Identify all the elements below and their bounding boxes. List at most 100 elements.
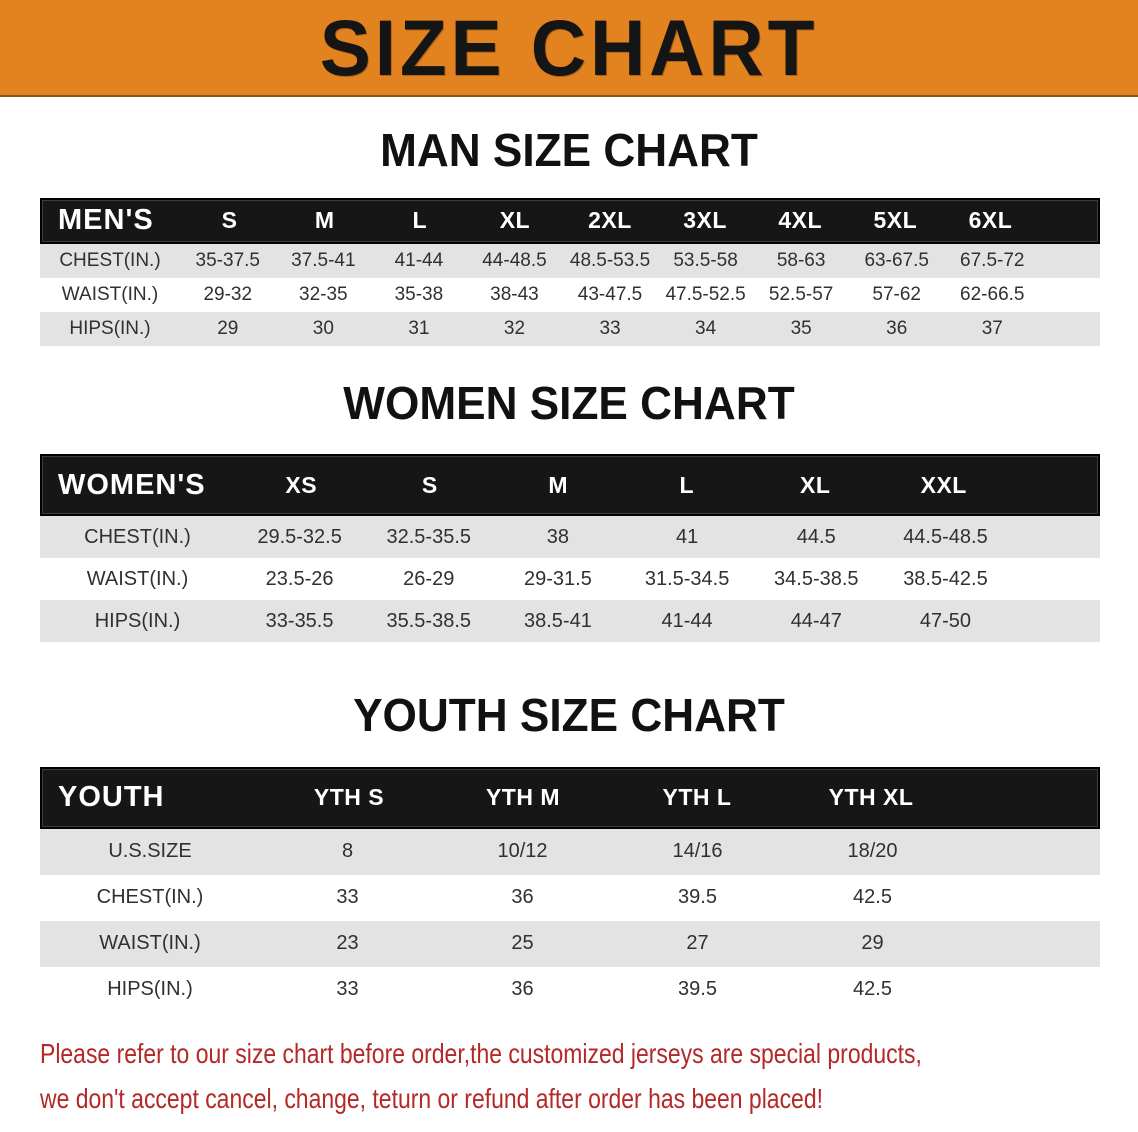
size-value: 58-63	[776, 249, 826, 271]
youth-size-table: YOUTH YTH S YTH M YTH L YTH XL U.S.SIZE 8 10/12…	[40, 766, 1100, 1013]
size-column-header: S	[221, 207, 238, 234]
size-value: 35.5-38.5	[386, 609, 472, 632]
table-corner-label: WOMEN'S	[58, 468, 206, 501]
size-value: 63-67.5	[864, 249, 929, 271]
youth-size-section: YOUTH SIZE CHART YOUTH YTH S YTH M YTH L YTH…	[0, 690, 1138, 1013]
size-column-header: YTH S	[313, 784, 385, 811]
size-value: 33-35.5	[265, 609, 334, 632]
size-value: 44-48.5	[482, 249, 547, 271]
size-value: 34.5-38.5	[774, 567, 859, 590]
size-value: 36	[886, 317, 908, 339]
measurement-row: WAIST(IN.) 23.5-26 26-29 29-31.5 31.5-34.5 34…	[40, 558, 1100, 600]
size-value: 62-66.5	[960, 283, 1025, 305]
size-value: 44-47	[790, 609, 842, 632]
table-header-row: WOMEN'S XS S M L XL XXL	[40, 454, 1100, 517]
row-label: WAIST(IN.)	[99, 932, 201, 955]
size-column-header: YTH M	[485, 784, 561, 811]
size-value: 10/12	[497, 840, 548, 863]
measurement-row: HIPS(IN.) 33 36 39.5 42.5	[40, 967, 1100, 1013]
size-value: 8	[341, 840, 354, 863]
size-value: 18/20	[847, 840, 898, 863]
row-label: WAIST(IN.)	[86, 567, 189, 590]
size-value: 30	[312, 317, 334, 339]
row-label: CHEST(IN.)	[96, 886, 204, 909]
men-size-section: MAN SIZE CHART MEN'S S M L XL 2XL 3XL 4XL 5XL 6XL…	[0, 125, 1138, 346]
size-value: 33	[336, 886, 359, 909]
size-value: 34	[695, 317, 717, 339]
row-label: HIPS(IN.)	[107, 978, 193, 1001]
size-value: 14/16	[672, 840, 723, 863]
size-column-header: 5XL	[873, 207, 918, 234]
men-size-table: MEN'S S M L XL 2XL 3XL 4XL 5XL 6XL CHEST(IN.) 35-37…	[40, 197, 1100, 346]
size-value: 32-35	[299, 283, 348, 305]
size-value: 41-44	[661, 609, 713, 632]
size-value: 38.5-42.5	[903, 567, 988, 590]
size-column-header: XL	[499, 207, 531, 234]
disclaimer-line-1: Please refer to our size chart before or…	[40, 1037, 922, 1069]
size-column-header: S	[421, 471, 438, 498]
size-value: 31	[408, 317, 430, 339]
size-value: 44.5-48.5	[903, 525, 988, 548]
size-value: 38	[546, 525, 570, 548]
size-value: 29.5-32.5	[257, 525, 342, 548]
youth-section-heading: YOUTH SIZE CHART	[353, 689, 785, 742]
size-value: 35-37.5	[195, 249, 260, 271]
size-value: 29-32	[203, 283, 253, 305]
size-value: 42.5	[853, 886, 892, 909]
size-value: 39.5	[678, 978, 717, 1001]
women-size-table: WOMEN'S XS S M L XL XXL CHEST(IN.) 29.5-32.5 32.5…	[40, 454, 1100, 643]
size-value: 67.5-72	[960, 249, 1025, 271]
size-value: 29	[861, 932, 884, 955]
size-value: 32.5-35.5	[386, 525, 472, 548]
size-value: 37	[981, 317, 1003, 339]
size-value: 29	[217, 317, 239, 339]
size-column-header: L	[412, 207, 428, 234]
size-column-header: 4XL	[778, 207, 823, 234]
banner-title: SIZE CHART	[319, 2, 819, 92]
disclaimer-line-2: we don't accept cancel, change, teturn o…	[40, 1082, 823, 1114]
table-corner-label: YOUTH	[58, 781, 165, 814]
table-corner-label: MEN'S	[58, 204, 154, 237]
size-column-header: 3XL	[683, 207, 727, 234]
measurement-row: HIPS(IN.) 29 30 31 32 33 34 35 36 37	[40, 311, 1100, 346]
size-value: 42.5	[853, 978, 892, 1001]
measurement-row: CHEST(IN.) 33 36 39.5 42.5	[40, 875, 1100, 921]
measurement-row: WAIST(IN.) 29-32 32-35 35-38 38-43 43-47.5 47.…	[40, 278, 1100, 312]
size-column-header: XL	[800, 471, 831, 498]
size-value: 27	[686, 932, 709, 955]
size-value: 47.5-52.5	[665, 283, 746, 305]
size-value: 32	[503, 317, 526, 339]
size-value: 23	[336, 932, 359, 955]
size-value: 53.5-58	[673, 249, 738, 271]
row-label: U.S.SIZE	[108, 840, 192, 863]
size-value: 23.5-26	[265, 567, 334, 590]
size-value: 41-44	[394, 249, 444, 271]
measurement-row: CHEST(IN.) 29.5-32.5 32.5-35.5 38 41 44.5 44.5…	[40, 516, 1100, 559]
size-value: 47-50	[919, 609, 972, 632]
size-column-header: L	[679, 471, 695, 498]
row-label: WAIST(IN.)	[61, 283, 159, 305]
measurement-row: WAIST(IN.) 23 25 27 29	[40, 920, 1100, 967]
size-value: 48.5-53.5	[569, 249, 651, 271]
size-column-header: XXL	[920, 471, 967, 498]
row-label: CHEST(IN.)	[59, 249, 161, 271]
size-value: 43-47.5	[577, 283, 643, 305]
size-value: 36	[511, 978, 534, 1001]
size-column-header: 2XL	[588, 207, 632, 234]
size-column-header: M	[548, 471, 569, 498]
row-label: CHEST(IN.)	[84, 525, 191, 548]
size-value: 33	[599, 317, 621, 339]
table-header-row: MEN'S S M L XL 2XL 3XL 4XL 5XL 6XL	[40, 197, 1100, 244]
size-value: 37.5-41	[291, 249, 356, 271]
size-value: 36	[511, 886, 534, 909]
row-label: HIPS(IN.)	[94, 609, 181, 632]
size-value: 38-43	[490, 283, 539, 305]
size-value: 52.5-57	[768, 283, 834, 305]
size-chart-banner: SIZE CHART	[0, 0, 1138, 97]
size-value: 41	[675, 525, 699, 548]
table-header-row: YOUTH YTH S YTH M YTH L YTH XL	[40, 766, 1100, 829]
men-section-heading: MAN SIZE CHART	[380, 124, 758, 176]
measurement-row: U.S.SIZE 8 10/12 14/16 18/20	[40, 828, 1100, 875]
size-value: 44.5	[796, 525, 836, 548]
